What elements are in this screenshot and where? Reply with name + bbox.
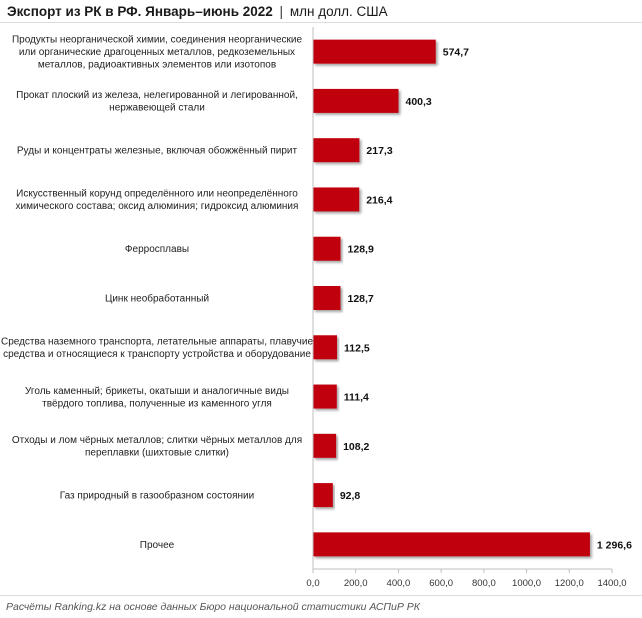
category-label-line: Средства наземного транспорта, летательн… [1, 337, 313, 348]
category-label-3: Руды и концентраты железные, включая обо… [17, 145, 298, 157]
value-label-10: 92,8 [340, 490, 361, 502]
title-divider [0, 22, 642, 23]
value-label-8: 111,4 [344, 392, 369, 404]
bar-9 [313, 433, 337, 458]
bar-6 [313, 286, 341, 310]
bar-3 [313, 138, 360, 163]
category-label-2: Прокат плоский из железа, нелегированной… [16, 90, 298, 114]
chart-title-main: Экспорт из РК в РФ. Январь–июнь 2022 [7, 4, 273, 19]
source-note: Расчёты Ranking.kz на основе данных Бюро… [6, 601, 420, 613]
bar-7 [313, 335, 338, 360]
category-label-line: Продукты неорганической химии, соединени… [12, 35, 302, 46]
category-label-line: Отходы и лом чёрных металлов; слитки чёр… [12, 435, 302, 446]
category-label-line: Цинк необработанный [105, 293, 209, 305]
value-label-3: 217,3 [366, 145, 392, 157]
x-tick-label-1: 200,0 [344, 578, 368, 589]
value-label-1: 574,7 [443, 47, 469, 59]
x-tick-label-5: 1000,0 [512, 578, 541, 589]
value-label-9: 108,2 [343, 441, 369, 453]
category-label-7: Средства наземного транспорта, летательн… [1, 337, 313, 361]
category-label-5: Ферросплавы [125, 244, 189, 255]
category-label-line: средства и относящиеся к транспорту устр… [3, 348, 311, 360]
category-label-line: Газ природный в газообразном состоянии [60, 490, 254, 502]
category-label-line: Руды и концентраты железные, включая обо… [17, 145, 298, 157]
title-separator: | [279, 4, 284, 19]
x-tick-label-3: 600,0 [429, 578, 453, 589]
category-label-line: твёрдого топлива, полученные из каменног… [42, 398, 272, 409]
category-label-line: Искусственный корунд определённого или н… [16, 189, 298, 200]
category-label-4: Искусственный корунд определённого или н… [16, 189, 299, 213]
value-label-2: 400,3 [405, 96, 431, 108]
category-label-10: Газ природный в газообразном состоянии [60, 490, 254, 502]
source-divider [0, 595, 642, 596]
x-tick-label-0: 0,0 [306, 578, 319, 589]
category-label-line: металлов, радиоактивных элементов или из… [38, 60, 276, 71]
category-label-line: химического состава; оксид алюминия; гид… [16, 201, 299, 212]
category-label-line: нержавеющей стали [109, 103, 205, 114]
value-label-7: 112,5 [344, 342, 370, 354]
value-label-5: 128,9 [348, 244, 374, 256]
bar-5 [313, 236, 341, 261]
bar-chart: 574,7 Продукты неорганической химии, соед… [1, 27, 632, 589]
category-label-1: Продукты неорганической химии, соединени… [12, 35, 302, 71]
x-tick-label-2: 400,0 [387, 578, 411, 589]
x-tick-label-6: 1200,0 [555, 578, 584, 589]
value-label-11: 1 296,6 [597, 539, 632, 551]
bar-4 [313, 187, 360, 212]
category-label-6: Цинк необработанный [105, 293, 209, 305]
category-label-9: Отходы и лом чёрных металлов; слитки чёр… [12, 435, 302, 459]
bar-2 [313, 88, 399, 113]
value-label-6: 128,7 [347, 293, 373, 305]
category-label-line: Уголь каменный; брикеты, окатыши и анало… [25, 385, 289, 397]
bar-1 [313, 39, 436, 64]
category-label-line: Ферросплавы [125, 244, 189, 255]
category-label-line: Прочее [140, 540, 175, 551]
bar-11 [313, 532, 590, 557]
x-tick-label-4: 800,0 [472, 578, 496, 589]
bar-8 [313, 384, 337, 409]
category-label-line: Прокат плоский из железа, нелегированной… [16, 90, 298, 101]
category-label-line: переплавки (шихтовые слитки) [85, 448, 229, 459]
category-label-8: Уголь каменный; брикеты, окатыши и анало… [25, 385, 289, 410]
value-label-4: 216,4 [366, 194, 392, 206]
chart-title: Экспорт из РК в РФ. Январь–июнь 2022 | м… [7, 4, 388, 19]
chart-title-unit: млн долл. США [289, 4, 388, 19]
category-label-11: Прочее [140, 540, 175, 551]
bar-10 [313, 483, 333, 508]
x-tick-label-7: 1400,0 [597, 578, 626, 589]
category-label-line: или органические драгоценных металлов, р… [19, 47, 295, 58]
